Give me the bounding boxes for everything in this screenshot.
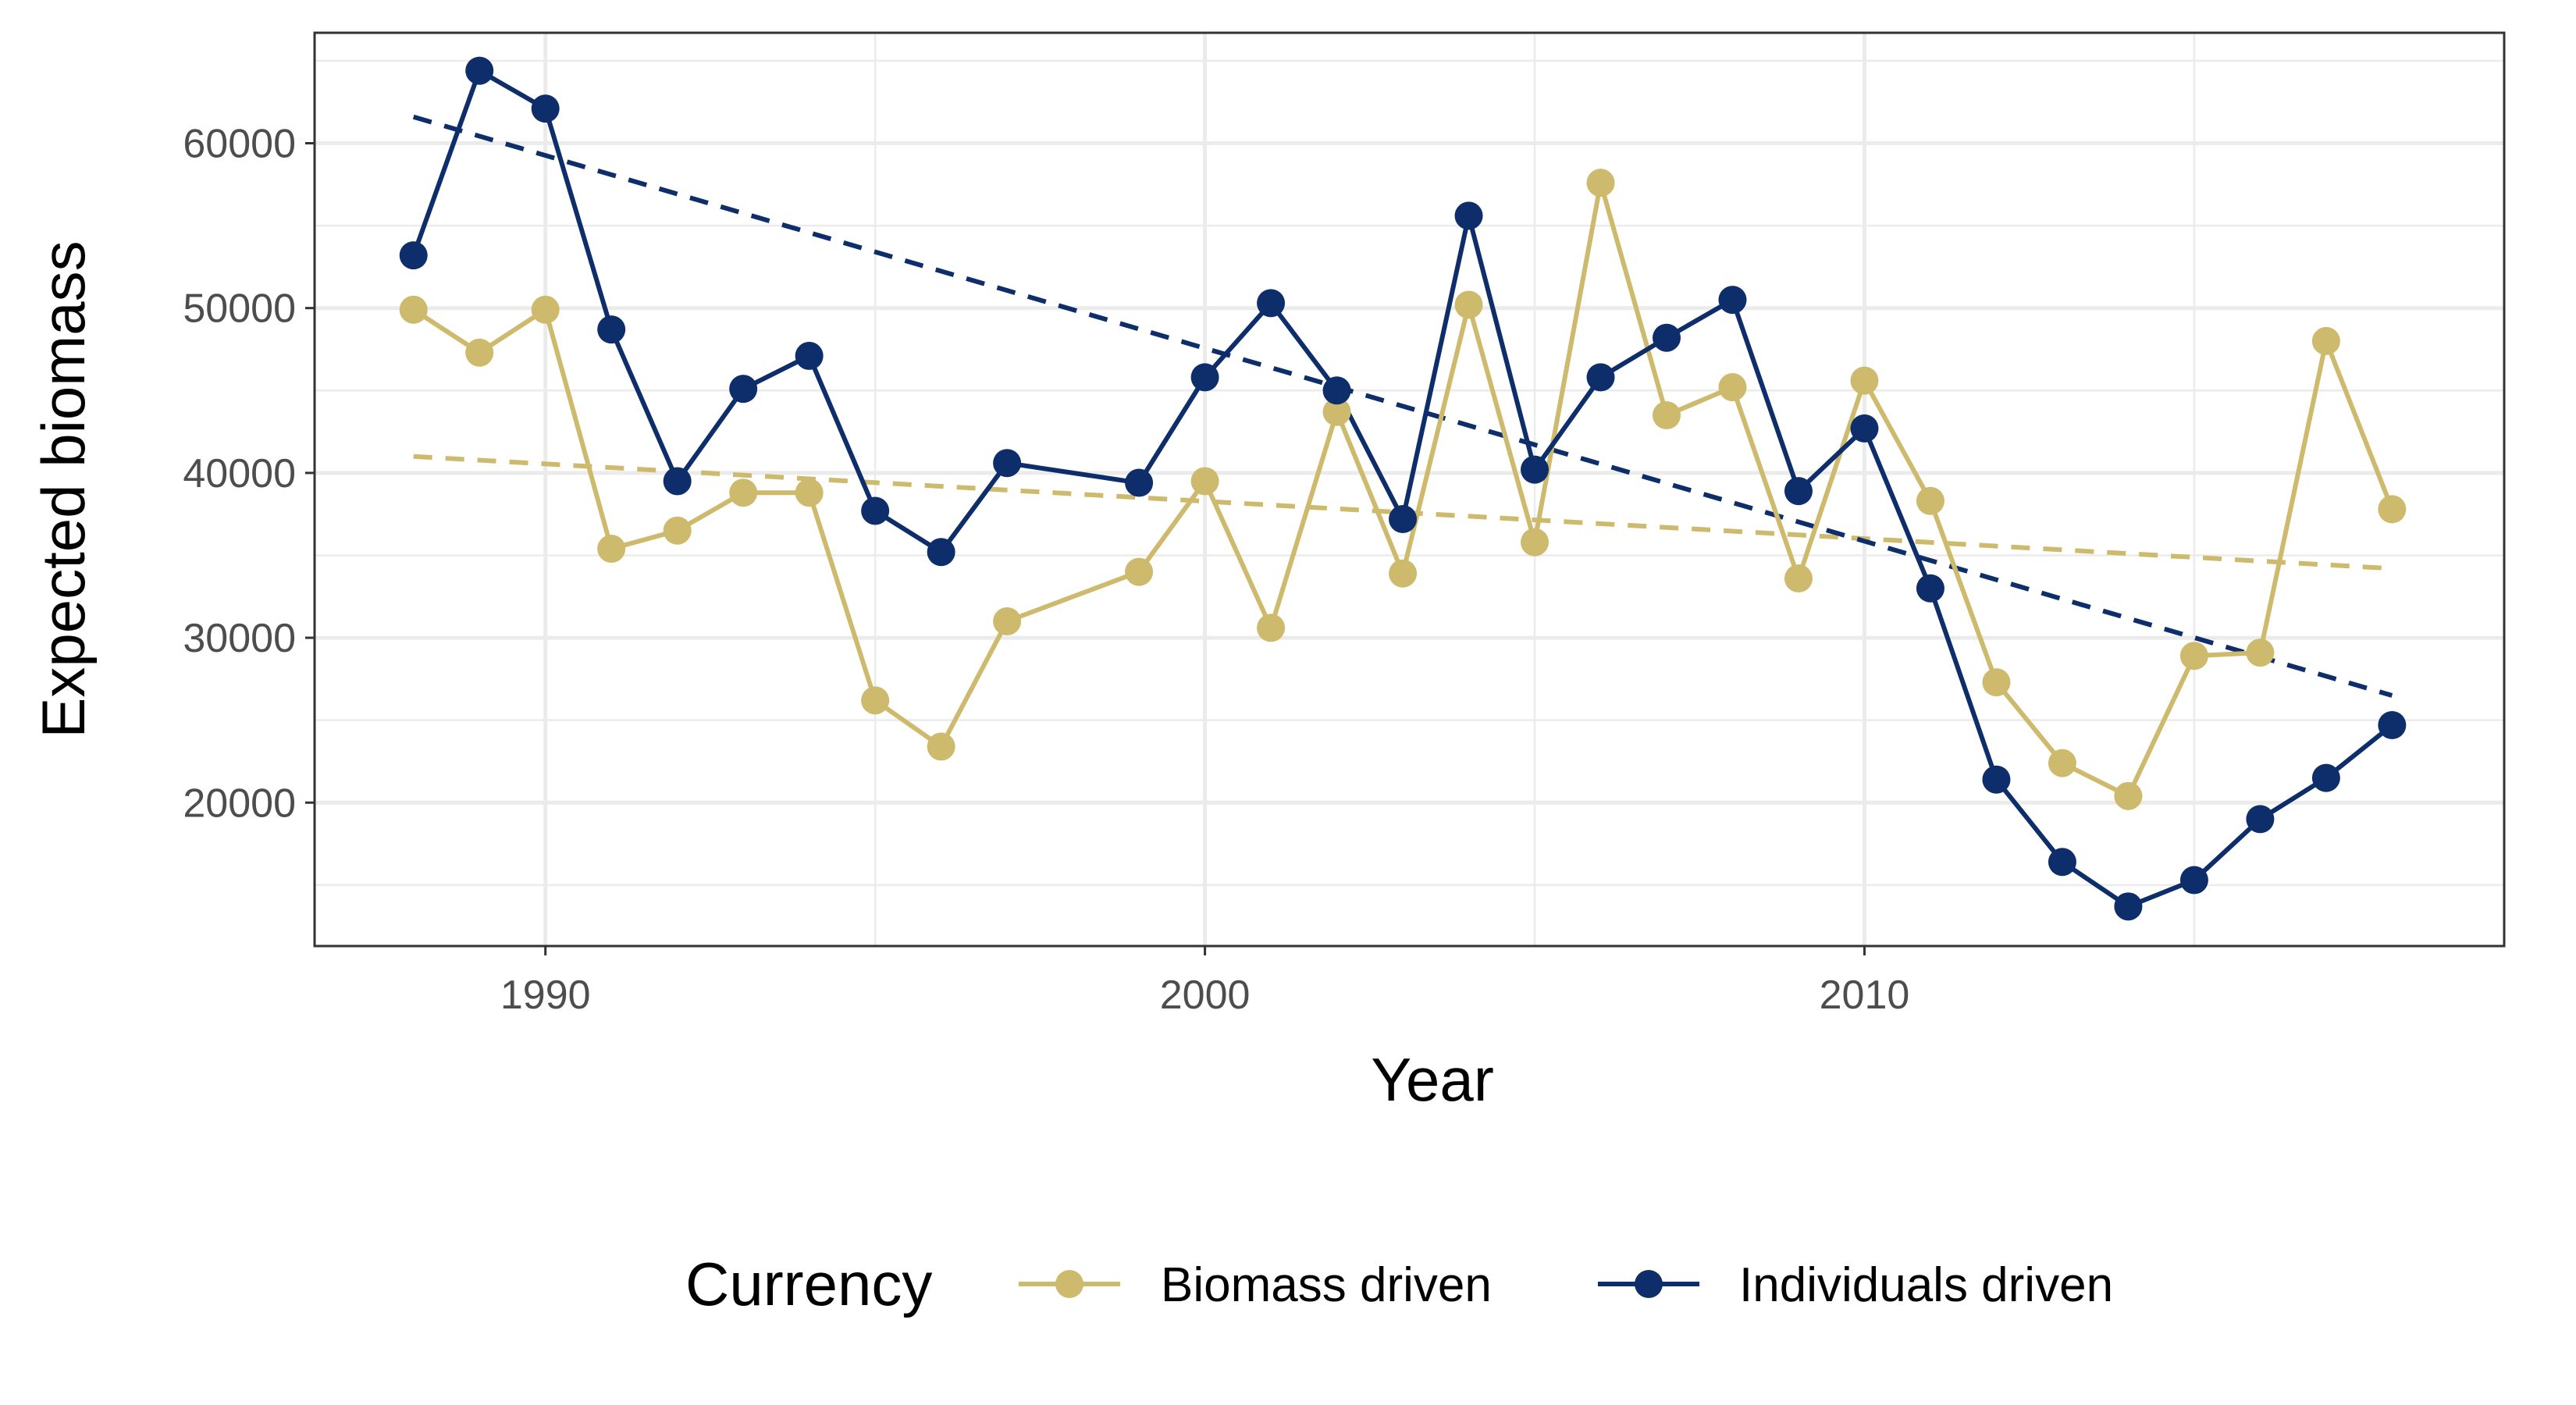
data-point-biomass-driven <box>1982 668 2011 697</box>
data-point-individuals-driven <box>531 94 560 123</box>
data-point-individuals-driven <box>2378 711 2407 740</box>
data-point-biomass-driven <box>465 338 494 367</box>
data-point-biomass-driven <box>1322 397 1351 426</box>
data-point-individuals-driven <box>465 56 494 85</box>
y-tick-label: 60000 <box>183 121 296 166</box>
data-point-biomass-driven <box>1586 169 1615 197</box>
data-point-individuals-driven <box>1784 477 1813 506</box>
data-point-individuals-driven <box>1982 765 2011 794</box>
x-axis: 1990 2000 2010 <box>500 946 1909 1018</box>
data-point-biomass-driven <box>1916 486 1944 515</box>
data-point-biomass-driven <box>531 295 560 324</box>
data-point-biomass-driven <box>1125 557 1154 586</box>
data-point-biomass-driven <box>1784 564 1813 593</box>
data-point-individuals-driven <box>2246 805 2275 834</box>
data-point-biomass-driven <box>2048 749 2076 777</box>
y-axis-title: Expected biomass <box>29 240 98 738</box>
legend-item-individuals-driven: Individuals driven <box>1598 1258 2113 1312</box>
data-point-biomass-driven <box>1521 528 1550 557</box>
data-point-biomass-driven <box>2114 781 2143 810</box>
data-point-individuals-driven <box>1653 323 1681 352</box>
y-tick-label: 20000 <box>183 781 296 826</box>
data-point-individuals-driven <box>1322 376 1351 405</box>
data-point-individuals-driven <box>663 467 692 496</box>
legend-key-dot <box>1635 1270 1663 1298</box>
legend: Currency Biomass driven Individuals driv… <box>685 1250 2113 1318</box>
data-point-individuals-driven <box>1916 574 1944 603</box>
data-point-individuals-driven <box>2114 892 2143 921</box>
y-tick-label: 30000 <box>183 616 296 661</box>
data-point-biomass-driven <box>663 516 692 545</box>
data-point-individuals-driven <box>1586 363 1615 392</box>
data-point-biomass-driven <box>861 686 890 715</box>
y-axis: 20000 30000 40000 50000 60000 <box>183 121 315 826</box>
data-point-biomass-driven <box>2246 638 2275 667</box>
y-tick-label: 50000 <box>183 286 296 332</box>
trend-line-individuals-driven <box>412 114 2393 698</box>
data-point-biomass-driven <box>1257 614 1286 642</box>
data-point-biomass-driven <box>399 295 428 324</box>
legend-label-biomass-driven: Biomass driven <box>1161 1258 1492 1312</box>
data-point-individuals-driven <box>1389 505 1418 534</box>
data-point-biomass-driven <box>993 606 1022 635</box>
legend-key-dot <box>1055 1270 1083 1298</box>
data-point-biomass-driven <box>927 732 955 761</box>
legend-label-individuals-driven: Individuals driven <box>1739 1258 2113 1312</box>
data-point-biomass-driven <box>2311 326 2340 355</box>
legend-title: Currency <box>685 1250 932 1318</box>
trend-lines <box>412 114 2393 698</box>
data-point-individuals-driven <box>1125 468 1154 497</box>
legend-item-biomass-driven: Biomass driven <box>1019 1258 1492 1312</box>
data-point-individuals-driven <box>2179 866 2208 895</box>
data-point-individuals-driven <box>927 538 955 567</box>
data-point-individuals-driven <box>1257 289 1286 318</box>
data-point-biomass-driven <box>1653 400 1681 429</box>
data-point-biomass-driven <box>1454 290 1483 319</box>
data-point-individuals-driven <box>399 241 428 270</box>
data-point-individuals-driven <box>1190 363 1219 392</box>
data-point-biomass-driven <box>597 535 626 564</box>
data-point-individuals-driven <box>795 341 824 370</box>
data-point-biomass-driven <box>1718 373 1747 402</box>
data-point-individuals-driven <box>993 449 1022 478</box>
data-point-individuals-driven <box>1521 455 1550 484</box>
data-point-biomass-driven <box>795 478 824 507</box>
data-point-individuals-driven <box>597 315 626 344</box>
data-point-individuals-driven <box>2311 763 2340 792</box>
x-tick-label: 1990 <box>500 973 591 1018</box>
trend-line-biomass-driven <box>413 454 2393 571</box>
data-point-biomass-driven <box>2378 495 2407 524</box>
data-point-individuals-driven <box>729 375 758 404</box>
data-point-biomass-driven <box>2179 642 2208 670</box>
x-axis-title: Year <box>1371 1045 1494 1114</box>
data-point-biomass-driven <box>1850 366 1879 395</box>
data-point-individuals-driven <box>861 496 890 525</box>
data-point-individuals-driven <box>1850 414 1879 443</box>
y-tick-label: 40000 <box>183 451 296 496</box>
series-points <box>399 56 2407 921</box>
data-point-biomass-driven <box>1190 467 1219 496</box>
data-point-individuals-driven <box>1718 286 1747 315</box>
data-point-individuals-driven <box>1454 201 1483 230</box>
data-point-individuals-driven <box>2048 848 2076 877</box>
panel-border <box>313 31 2506 948</box>
data-point-biomass-driven <box>1389 559 1418 588</box>
x-tick-label: 2000 <box>1160 973 1251 1018</box>
x-tick-label: 2010 <box>1820 973 1910 1018</box>
plot-panel <box>313 31 2506 948</box>
data-point-biomass-driven <box>729 478 758 507</box>
